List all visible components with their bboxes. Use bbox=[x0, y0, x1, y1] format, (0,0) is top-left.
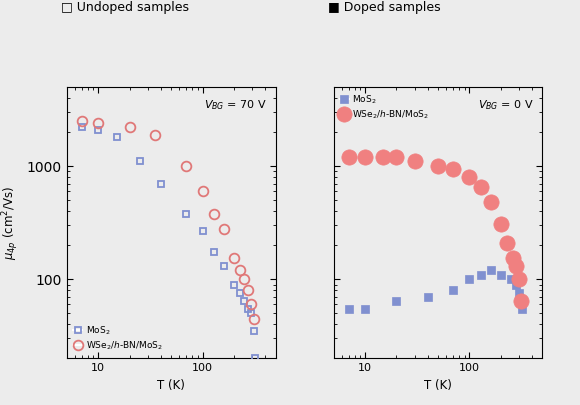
Text: $V_{BG}$ = 70 V: $V_{BG}$ = 70 V bbox=[204, 98, 267, 112]
Y-axis label: $\mu_{4p}$ (cm$^2$/Vs): $\mu_{4p}$ (cm$^2$/Vs) bbox=[1, 186, 21, 260]
Text: □ Undoped samples: □ Undoped samples bbox=[61, 1, 189, 14]
X-axis label: T (K): T (K) bbox=[157, 379, 185, 392]
Legend: MoS$_2$, WSe$_2$/$h$-BN/MoS$_2$: MoS$_2$, WSe$_2$/$h$-BN/MoS$_2$ bbox=[338, 92, 431, 123]
Text: ■ Doped samples: ■ Doped samples bbox=[328, 1, 440, 14]
Text: $V_{BG}$ = 0 V: $V_{BG}$ = 0 V bbox=[478, 98, 534, 112]
X-axis label: T (K): T (K) bbox=[424, 379, 452, 392]
Legend: MoS$_2$, WSe$_2$/$h$-BN/MoS$_2$: MoS$_2$, WSe$_2$/$h$-BN/MoS$_2$ bbox=[71, 323, 164, 354]
